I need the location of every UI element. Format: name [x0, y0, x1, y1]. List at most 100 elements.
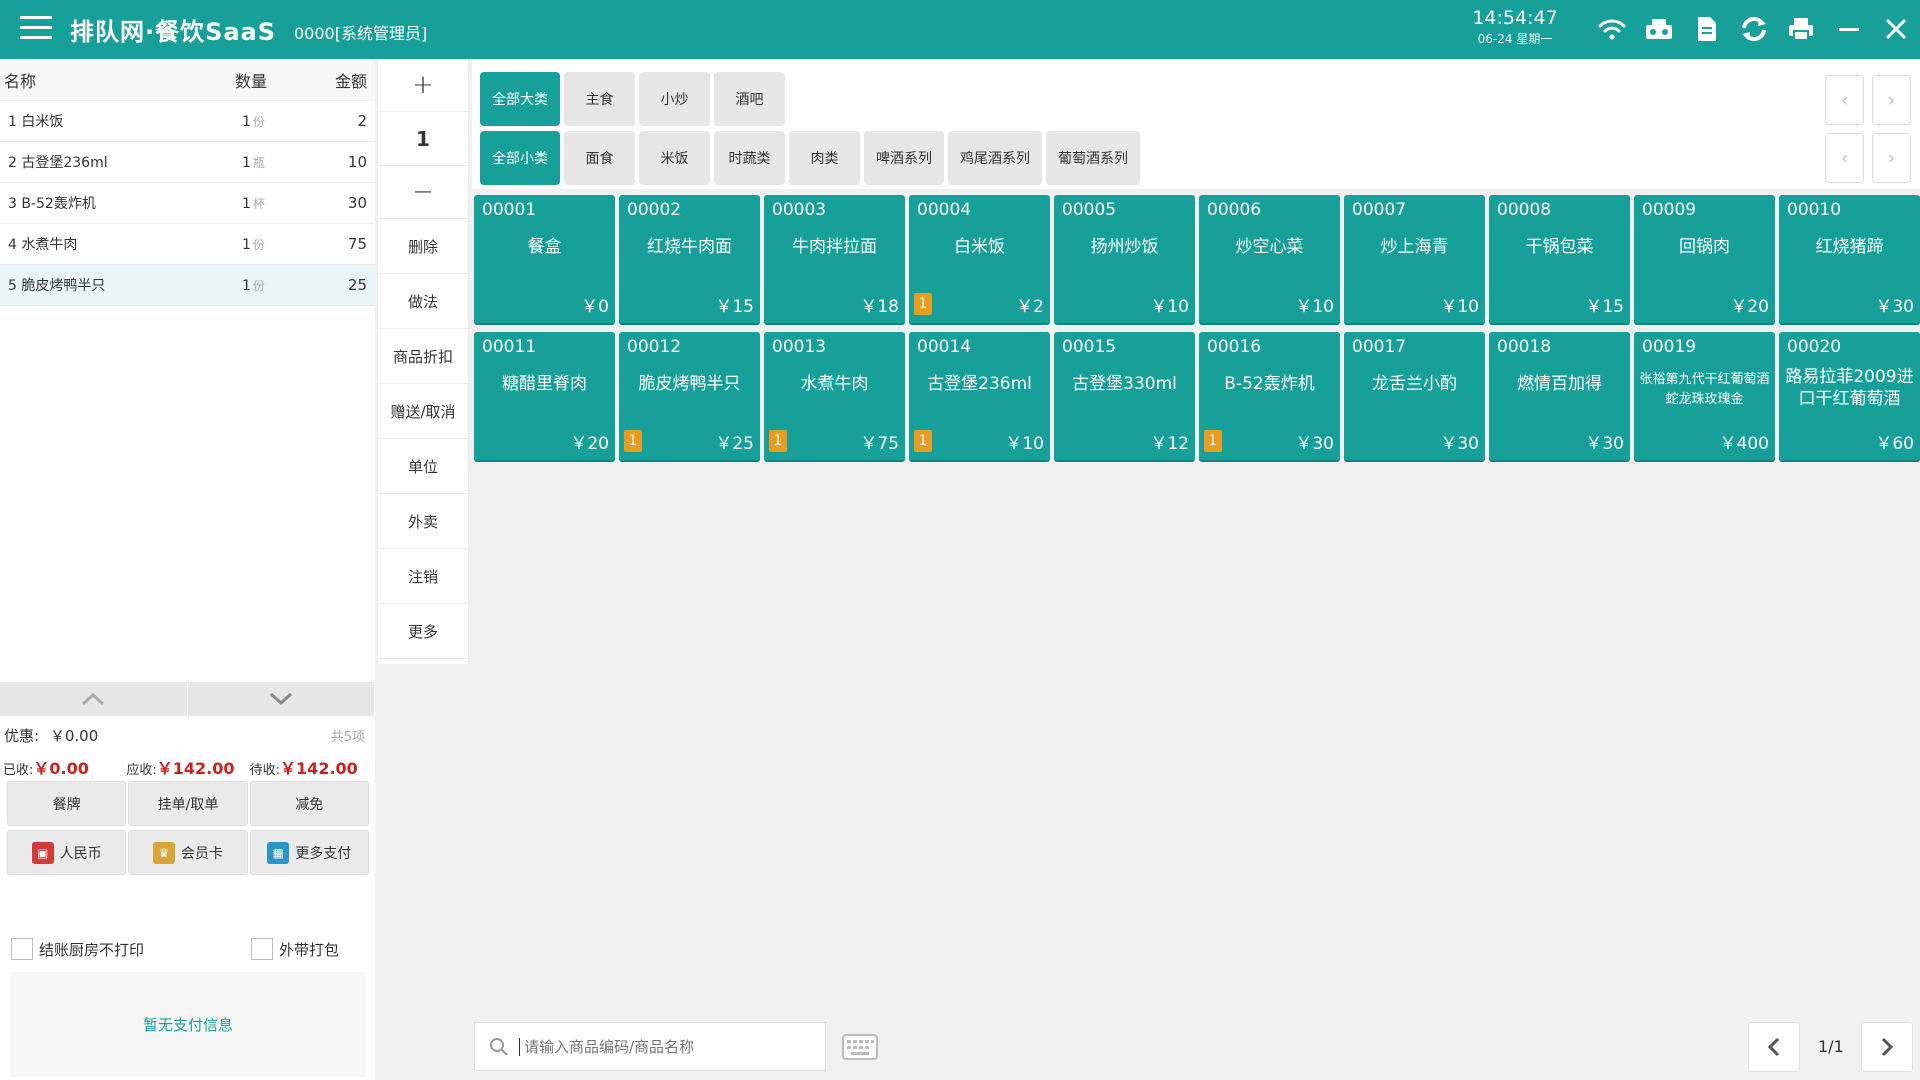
small-category-tab[interactable]: 面食	[564, 131, 635, 185]
takeaway-checkbox[interactable]: 外带打包	[251, 938, 339, 960]
minimize-icon[interactable]	[1834, 14, 1864, 44]
order-row[interactable]: 2 古登堡236ml 1 瓶 10	[0, 142, 375, 183]
product-code: 00014	[917, 337, 972, 357]
product-code: 00013	[772, 337, 827, 357]
more-pay-button[interactable]: ▦ 更多支付	[249, 830, 369, 875]
product-price: ￥30	[1875, 297, 1914, 317]
small-category-tab[interactable]: 葡萄酒系列	[1046, 131, 1140, 185]
product-tile[interactable]: 00013 水煮牛肉 ￥75 1	[764, 332, 905, 462]
menu-card-button[interactable]: 餐牌	[7, 781, 127, 826]
waive-button[interactable]: 减免	[249, 781, 369, 826]
rmb-pay-button[interactable]: ▣ 人民币	[7, 830, 127, 875]
small-category-tab[interactable]: 时蔬类	[714, 131, 785, 185]
order-item-amount: 2	[357, 112, 367, 130]
op-button[interactable]: 商品折扣	[378, 329, 468, 384]
small-category-tab[interactable]: 啤酒系列	[864, 131, 944, 185]
product-price: ￥30	[1585, 434, 1624, 454]
small-category-tab[interactable]: 米饭	[639, 131, 710, 185]
keyboard-icon[interactable]	[842, 1034, 878, 1060]
product-tile[interactable]: 00004 白米饭 ￥2 1	[909, 195, 1050, 325]
product-tile[interactable]: 00010 红烧猪蹄 ￥30	[1779, 195, 1920, 325]
product-name: 古登堡330ml	[1072, 374, 1177, 394]
big-cat-prev-button[interactable]: ‹	[1825, 75, 1864, 125]
order-item-unit: 瓶	[252, 155, 265, 170]
order-row[interactable]: 1 白米饭 1 份 2	[0, 101, 375, 142]
top-bar: 排队网·餐饮SaaS 0000[系统管理员] 14:54:47 06-24 星期…	[0, 0, 1920, 59]
hold-order-button[interactable]: 挂单/取单	[128, 781, 248, 826]
product-tile[interactable]: 00014 古登堡236ml ￥10 1	[909, 332, 1050, 462]
op-button[interactable]: 注销	[378, 549, 468, 604]
op-button[interactable]: 赠送/取消	[378, 384, 468, 439]
rmb-pay-label: 人民币	[59, 845, 102, 862]
op-button[interactable]: 更多	[378, 604, 468, 659]
product-tile[interactable]: 00003 牛肉拌拉面 ￥18	[764, 195, 905, 325]
cash-icon: ▣	[31, 841, 54, 864]
order-item-amount: 10	[347, 153, 367, 171]
product-tile[interactable]: 00007 炒上海青 ￥10	[1344, 195, 1485, 325]
prev-page-button[interactable]	[1748, 1022, 1800, 1072]
item-count: 共5项	[330, 730, 365, 745]
wifi-icon[interactable]	[1597, 14, 1627, 44]
product-tile[interactable]: 00006 炒空心菜 ￥10	[1199, 195, 1340, 325]
product-tile[interactable]: 00008 干锅包菜 ￥15	[1489, 195, 1630, 325]
big-category-tab[interactable]: 全部大类	[480, 72, 560, 126]
big-category-tab[interactable]: 酒吧	[714, 72, 785, 126]
member-card-button[interactable]: ♛ 会员卡	[128, 830, 248, 875]
small-category-tab[interactable]: 全部小类	[480, 131, 560, 185]
op-button[interactable]: 外卖	[378, 494, 468, 549]
product-tile[interactable]: 00017 龙舌兰小酌 ￥30	[1344, 332, 1485, 462]
pending-value: ￥142.00	[280, 759, 358, 778]
increase-button[interactable]: +	[378, 59, 468, 112]
op-button[interactable]: 做法	[378, 274, 468, 329]
crown-icon: ♛	[152, 841, 175, 864]
product-tile[interactable]: 00015 古登堡330ml ￥12	[1054, 332, 1195, 462]
no-kitchen-print-checkbox[interactable]: 结账厨房不打印	[11, 938, 144, 960]
product-code: 00018	[1497, 337, 1552, 357]
document-icon[interactable]	[1692, 14, 1722, 44]
op-button[interactable]: 删除	[378, 219, 468, 274]
product-grid: 00001 餐盒 ￥0 00002 红烧牛肉面 ￥15 00003 牛肉拌拉面 ￥18 00004…	[474, 195, 1920, 462]
product-tile[interactable]: 00012 脆皮烤鸭半只 ￥25 1	[619, 332, 760, 462]
order-row[interactable]: 5 脆皮烤鸭半只 1 份 25	[0, 265, 375, 306]
product-tile[interactable]: 00019 张裕第九代干红葡萄酒蛇龙珠玫瑰金 ￥400	[1634, 332, 1775, 462]
small-category-tab[interactable]: 肉类	[789, 131, 860, 185]
order-count-badge: 1	[769, 430, 787, 452]
op-button[interactable]: 单位	[378, 439, 468, 494]
scroll-down-button[interactable]	[188, 682, 375, 716]
printer-icon[interactable]	[1786, 14, 1816, 44]
small-categories: 全部小类 面食 米饭 时蔬类 肉类 啤酒系列 鸡尾酒系列 葡萄酒系列	[480, 131, 1140, 185]
product-tile[interactable]: 00018 燃情百加得 ￥30	[1489, 332, 1630, 462]
small-category-tab[interactable]: 鸡尾酒系列	[948, 131, 1042, 185]
scroll-up-button[interactable]	[0, 682, 188, 716]
chevron-down-icon	[269, 692, 292, 706]
close-icon[interactable]	[1881, 14, 1911, 44]
small-cat-next-button[interactable]: ›	[1872, 133, 1911, 183]
order-item-unit: 份	[252, 237, 265, 252]
sync-icon[interactable]	[1739, 14, 1769, 44]
product-tile[interactable]: 00001 餐盒 ￥0	[474, 195, 615, 325]
payment-buttons: ▣ 人民币 ♛ 会员卡 ▦ 更多支付	[7, 830, 369, 875]
small-cat-prev-button[interactable]: ‹	[1825, 133, 1864, 183]
product-tile[interactable]: 00016 B-52轰炸机 ￥30 1	[1199, 332, 1340, 462]
big-cat-next-button[interactable]: ›	[1872, 75, 1911, 125]
menu-icon[interactable]	[20, 16, 52, 40]
next-page-button[interactable]	[1861, 1022, 1913, 1072]
product-tile[interactable]: 00005 扬州炒饭 ￥10	[1054, 195, 1195, 325]
order-item-name: 5 脆皮烤鸭半只	[8, 278, 106, 294]
big-category-tab[interactable]: 主食	[564, 72, 635, 126]
more-pay-label: 更多支付	[295, 845, 352, 862]
order-row[interactable]: 3 B-52轰炸机 1 杯 30	[0, 183, 375, 224]
decrease-button[interactable]: −	[378, 166, 468, 219]
product-tile[interactable]: 00002 红烧牛肉面 ￥15	[619, 195, 760, 325]
order-row[interactable]: 4 水煮牛肉 1 份 75	[0, 224, 375, 265]
product-code: 00005	[1062, 200, 1117, 220]
product-code: 00016	[1207, 337, 1262, 357]
big-category-tab[interactable]: 小炒	[639, 72, 710, 126]
discount-value: ￥0.00	[49, 727, 99, 745]
product-tile[interactable]: 00020 路易拉菲2009进口干红葡萄酒 ￥60	[1779, 332, 1920, 462]
search-input[interactable]	[519, 1037, 799, 1056]
product-tile[interactable]: 00011 糖醋里脊肉 ￥20	[474, 332, 615, 462]
cash-register-icon[interactable]	[1644, 14, 1674, 44]
product-tile[interactable]: 00009 回锅肉 ￥20	[1634, 195, 1775, 325]
